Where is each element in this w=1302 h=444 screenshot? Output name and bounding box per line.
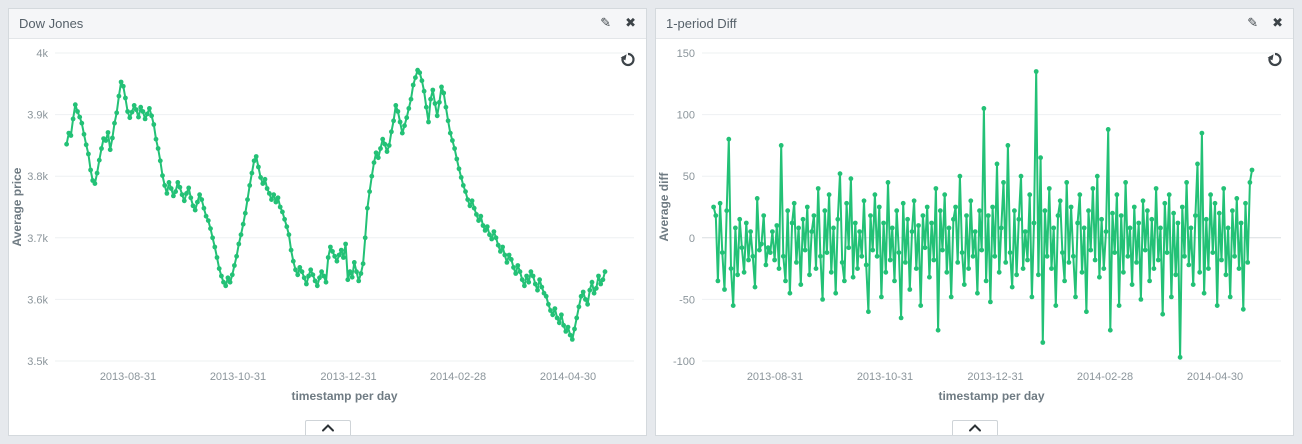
chart-area: 3.5k 3.6k 3.7k 3.8k 3.9k 4k 2013-08-31 2013-10-… xyxy=(9,39,646,435)
one-period-diff-chart[interactable]: -100 -50 0 50 100 150 2013-08-31 2013-10-31 2013… xyxy=(656,39,1293,407)
panel-1-period-diff: 1-period Diff ✎ ✖ -100 -50 0 50 100 150 2013-0… xyxy=(655,8,1294,436)
panel-actions: ✎ ✖ xyxy=(600,17,636,30)
remove-panel-icon[interactable]: ✖ xyxy=(625,16,636,31)
y-tick-label: -50 xyxy=(679,294,695,306)
x-tick-label: 2013-08-31 xyxy=(747,371,803,383)
circular-arrow-icon xyxy=(620,52,635,67)
edit-visualization-icon[interactable]: ✎ xyxy=(1247,16,1259,31)
y-tick-label: 3.8k xyxy=(27,171,48,183)
x-tick-label: 2014-04-30 xyxy=(1187,371,1243,383)
y-tick-label: 100 xyxy=(677,110,695,122)
panel-title: 1-period Diff xyxy=(666,16,737,31)
panel-title: Dow Jones xyxy=(19,16,84,31)
x-axis-title: timestamp per day xyxy=(938,389,1044,403)
series-line xyxy=(712,70,1253,359)
y-tick-label: 3.7k xyxy=(27,233,48,245)
series-points[interactable] xyxy=(64,67,608,342)
y-tick-label: 3.6k xyxy=(27,294,48,306)
edit-visualization-icon[interactable]: ✎ xyxy=(600,16,612,31)
spy-panel-toggle-button[interactable] xyxy=(951,420,998,435)
undo-zoom-button[interactable] xyxy=(620,51,636,67)
series-points[interactable] xyxy=(711,69,1255,360)
y-axis-title: Average diff xyxy=(657,172,671,242)
panel-header-drag-handle[interactable]: 1-period Diff ✎ ✖ xyxy=(656,9,1293,39)
x-tick-label: 2013-08-31 xyxy=(100,371,156,383)
axis-labels: 3.5k 3.6k 3.7k 3.8k 3.9k 4k 2013-08-31 2013-10-… xyxy=(10,48,596,403)
y-tick-label: 3.5k xyxy=(27,356,48,368)
x-tick-label: 2013-12-31 xyxy=(967,371,1023,383)
x-tick-label: 2013-12-31 xyxy=(320,371,376,383)
spy-panel-toggle-button[interactable] xyxy=(304,420,351,435)
x-tick-label: 2013-10-31 xyxy=(857,371,913,383)
y-tick-label: 0 xyxy=(689,233,695,245)
y-tick-label: 50 xyxy=(683,171,695,183)
dow-jones-chart[interactable]: 3.5k 3.6k 3.7k 3.8k 3.9k 4k 2013-08-31 2013-10-… xyxy=(9,39,646,407)
x-axis-title: timestamp per day xyxy=(291,389,397,403)
x-tick-label: 2014-02-28 xyxy=(1077,371,1133,383)
undo-zoom-button[interactable] xyxy=(1267,51,1283,67)
panel-actions: ✎ ✖ xyxy=(1247,17,1283,30)
circular-arrow-icon xyxy=(1267,52,1282,67)
remove-panel-icon[interactable]: ✖ xyxy=(1272,16,1283,31)
x-tick-label: 2013-10-31 xyxy=(210,371,266,383)
x-tick-label: 2014-02-28 xyxy=(430,371,486,383)
x-tick-label: 2014-04-30 xyxy=(540,371,596,383)
y-tick-label: 3.9k xyxy=(27,110,48,122)
chart-area: -100 -50 0 50 100 150 2013-08-31 2013-10-31 2013… xyxy=(656,39,1293,435)
gridlines xyxy=(55,52,634,362)
y-tick-label: 150 xyxy=(677,48,695,60)
y-tick-label: -100 xyxy=(673,356,695,368)
y-tick-label: 4k xyxy=(36,48,48,60)
chevron-up-icon xyxy=(321,424,334,432)
panel-dow-jones: Dow Jones ✎ ✖ 3.5k 3.6k 3.7k 3.8k 3.9k 4k 2013… xyxy=(8,8,647,436)
y-axis-title: Average price xyxy=(10,167,24,246)
axis-labels: -100 -50 0 50 100 150 2013-08-31 2013-10-31 2013… xyxy=(657,48,1243,403)
panel-header-drag-handle[interactable]: Dow Jones ✎ ✖ xyxy=(9,9,646,39)
chevron-up-icon xyxy=(968,424,981,432)
